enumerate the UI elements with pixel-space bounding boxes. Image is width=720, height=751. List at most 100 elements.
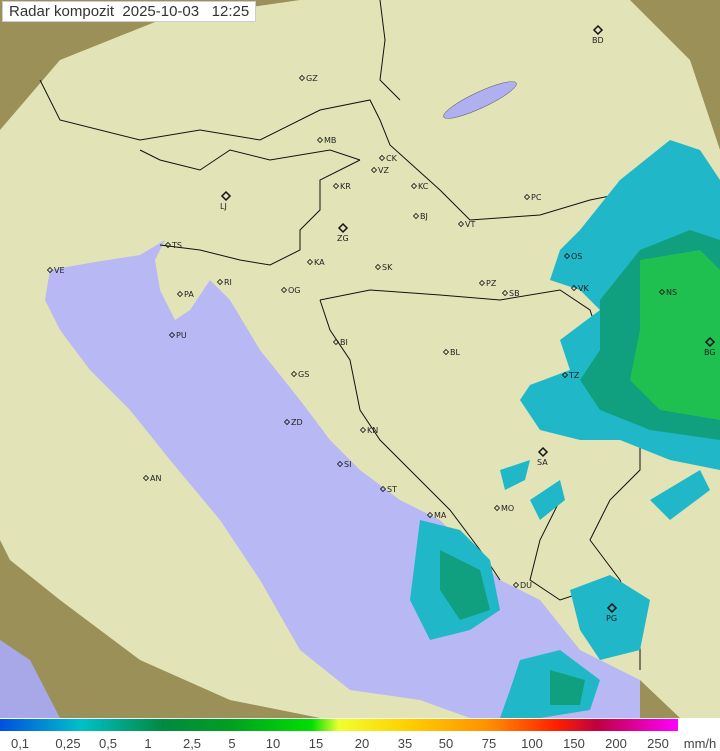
city-marker-zg (337, 222, 349, 234)
city-marker-ts (164, 241, 172, 249)
city-marker-ck (378, 154, 386, 162)
sea-lower (0, 640, 60, 718)
city-marker-tz (561, 371, 569, 379)
city-label: PZ (486, 279, 497, 288)
city-markers: GZ BD MB CK VZ KR KC PC LJ ZG BJ VT TS VE RI KA SK OS PZ SB… (46, 24, 716, 623)
city-marker-ma (426, 511, 434, 519)
legend-value: 15 (308, 736, 324, 751)
city-label: SK (382, 263, 393, 272)
city-marker-si (336, 460, 344, 468)
city-label: VT (465, 220, 475, 229)
city-marker-os (563, 252, 571, 260)
city-label: NS (666, 288, 677, 297)
city-marker-ri (216, 278, 224, 286)
city-marker-pc (523, 193, 531, 201)
radar-coverage-area (0, 0, 720, 718)
city-marker-sb (501, 289, 509, 297)
city-marker-pg (606, 602, 618, 614)
map-title: Radar kompozit 2025-10-03 12:25 (2, 1, 257, 22)
city-marker-vk (570, 284, 578, 292)
city-marker-bd (592, 24, 604, 36)
legend-value: 1 (144, 736, 152, 751)
city-label: VK (578, 284, 589, 293)
city-marker-vt (457, 220, 465, 228)
legend-value: 150 (563, 736, 585, 751)
legend-value: 75 (481, 736, 497, 751)
city-marker-pa (176, 290, 184, 298)
legend-value: 0,25 (55, 736, 81, 751)
legend-value: 0,1 (10, 736, 30, 751)
city-marker-an (142, 474, 150, 482)
legend-value: 100 (521, 736, 543, 751)
city-marker-zd (283, 418, 291, 426)
city-label: BI (340, 338, 348, 347)
legend-value: 250 (647, 736, 669, 751)
city-marker-kr (332, 182, 340, 190)
city-label: LJ (220, 202, 227, 211)
city-marker-ka (306, 258, 314, 266)
legend-value: 2,5 (182, 736, 202, 751)
city-label: BJ (420, 212, 428, 221)
city-label: PA (184, 290, 194, 299)
city-label: KC (418, 182, 429, 191)
city-label: OS (571, 252, 582, 261)
city-marker-kc (410, 182, 418, 190)
legend-value: 50 (438, 736, 454, 751)
city-marker-sa (537, 446, 549, 458)
city-marker-vz (370, 166, 378, 174)
city-label: SB (509, 289, 520, 298)
city-label: PU (176, 331, 187, 340)
city-label: KA (314, 258, 325, 267)
city-label: MA (434, 511, 447, 520)
title-date: 2025-10-03 (122, 3, 200, 20)
city-label: KN (367, 426, 378, 435)
precipitation-color-scale (0, 719, 678, 731)
lake-balaton (443, 81, 517, 119)
city-label: VE (54, 266, 65, 275)
title-label: Radar kompozit (9, 3, 115, 20)
city-label: ZD (291, 418, 303, 427)
legend-value: 35 (397, 736, 413, 751)
city-label: BG (704, 348, 716, 357)
city-label: PG (606, 614, 617, 623)
city-marker-bj (412, 212, 420, 220)
city-label: TZ (568, 371, 580, 380)
city-marker-pu (168, 331, 176, 339)
city-label: VZ (378, 166, 389, 175)
legend-value: 5 (228, 736, 236, 751)
city-label: BL (450, 348, 460, 357)
city-marker-bi (332, 338, 340, 346)
city-marker-st (379, 485, 387, 493)
city-label: BD (592, 36, 604, 45)
city-marker-mb (316, 136, 324, 144)
city-marker-sk (374, 263, 382, 271)
legend-value: 10 (265, 736, 281, 751)
city-label: DU (520, 581, 532, 590)
city-label: CK (386, 154, 398, 163)
city-marker-du (512, 581, 520, 589)
city-marker-ns (658, 288, 666, 296)
city-label: GZ (306, 74, 318, 83)
city-marker-gs (290, 370, 298, 378)
radar-echoes (410, 140, 720, 718)
city-label: PC (531, 193, 542, 202)
city-marker-ve (46, 266, 54, 274)
city-label: SA (537, 458, 548, 467)
city-label: MB (324, 136, 336, 145)
city-label: KR (340, 182, 351, 191)
city-label: OG (288, 286, 301, 295)
legend-value: 20 (354, 736, 370, 751)
title-time: 12:25 (211, 3, 250, 20)
city-marker-bl (442, 348, 450, 356)
radar-map[interactable]: GZ BD MB CK VZ KR KC PC LJ ZG BJ VT TS VE RI KA SK OS PZ SB… (0, 0, 720, 718)
city-label: GS (298, 370, 309, 379)
city-label: ST (387, 485, 397, 494)
legend-value: 0,5 (98, 736, 118, 751)
city-label: RI (224, 278, 232, 287)
city-marker-pz (478, 279, 486, 287)
city-label: MO (501, 504, 514, 513)
legend-unit: mm/h (683, 736, 717, 751)
city-marker-lj (220, 190, 232, 202)
city-label: SI (344, 460, 351, 469)
city-label: ZG (337, 234, 349, 243)
